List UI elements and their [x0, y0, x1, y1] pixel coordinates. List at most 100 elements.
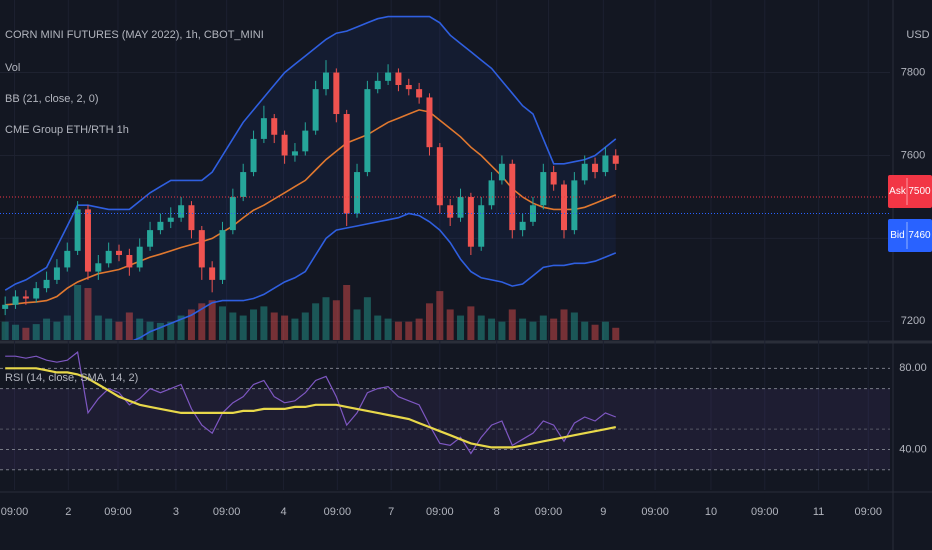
volume-bar — [208, 300, 216, 340]
candle-body — [447, 205, 454, 218]
candle-body — [592, 163, 599, 173]
y-tick-label: 40.00 — [899, 443, 927, 455]
candle-body — [612, 155, 619, 164]
volume-bar — [425, 303, 433, 340]
y-tick-label: 7200 — [901, 315, 925, 327]
candle-body — [374, 80, 381, 90]
x-tick-label: 09:00 — [104, 506, 132, 518]
volume-bar — [146, 321, 154, 340]
candle-body — [581, 163, 588, 181]
candle-body — [467, 196, 474, 247]
rsi-ma-line — [5, 367, 617, 449]
candle-body — [519, 221, 526, 231]
candle-body — [126, 255, 133, 268]
volume-bar — [167, 321, 175, 340]
x-tick-label: 3 — [173, 506, 179, 518]
x-tick-label: 09:00 — [1, 506, 29, 518]
candle-body — [147, 230, 154, 247]
candle-body — [157, 221, 164, 231]
x-tick-label: 8 — [494, 506, 500, 518]
candle-body — [602, 155, 609, 173]
volume-bar — [612, 327, 620, 340]
volume-bar — [332, 300, 340, 340]
chart-title: CORN MINI FUTURES (MAY 2022), 1h, CBOT_M… — [5, 29, 264, 41]
volume-bar — [53, 321, 61, 340]
candle-body — [405, 85, 412, 90]
volume-bar — [374, 315, 382, 340]
y-tick-label: 80.00 — [899, 362, 927, 374]
quote-price: 7460 — [908, 230, 931, 241]
candle-body — [457, 196, 464, 218]
volume-bar — [281, 315, 289, 340]
candle-body — [136, 246, 143, 268]
volume-bar — [353, 309, 361, 340]
candle-body — [302, 130, 309, 152]
candle-body — [22, 296, 29, 299]
volume-bar — [43, 318, 51, 340]
rsi-title: RSI (14, close, SMA, 14, 2) — [5, 372, 138, 384]
indicator-label: BB (21, close, 2, 0) — [5, 93, 99, 105]
volume-bar — [322, 297, 330, 340]
volume-bar — [301, 312, 309, 340]
x-tick-label: 09:00 — [213, 506, 241, 518]
candle-body — [385, 72, 392, 81]
volume-bar — [591, 324, 599, 340]
volume-bar — [187, 309, 195, 340]
x-tick-label: 4 — [280, 506, 286, 518]
x-tick-label: 09:00 — [751, 506, 779, 518]
volume-bar — [198, 303, 206, 340]
candle-body — [291, 151, 298, 156]
x-tick-label: 09:00 — [855, 506, 883, 518]
volume-bar — [115, 321, 123, 340]
x-tick-label: 9 — [600, 506, 606, 518]
volume-bar — [457, 315, 465, 340]
volume-bar — [446, 309, 454, 340]
candle-body — [529, 205, 536, 222]
candle-body — [43, 279, 50, 289]
quote-label: Ask — [889, 186, 907, 197]
volume-bar — [1, 321, 9, 340]
candle-body — [116, 250, 123, 255]
volume-bar — [477, 315, 485, 340]
volume-bar — [74, 285, 82, 340]
volume-bar — [250, 309, 258, 340]
volume-bar — [94, 315, 102, 340]
candle-body — [33, 288, 40, 299]
volume-bar — [560, 309, 568, 340]
candle-body — [364, 89, 371, 173]
volume-bar — [343, 285, 351, 340]
volume-bar — [394, 321, 402, 340]
volume-bar — [363, 297, 371, 340]
x-tick-label: 7 — [388, 506, 394, 518]
candle-body — [312, 89, 319, 131]
volume-bar — [291, 318, 299, 340]
candle-body — [229, 196, 236, 231]
volume-bar — [239, 315, 247, 340]
volume-bar — [488, 318, 496, 340]
x-tick-label: 09:00 — [535, 506, 563, 518]
x-tick-label: 11 — [813, 506, 824, 518]
volume-bar — [384, 318, 392, 340]
candle-body — [436, 147, 443, 206]
x-tick-label: 09:00 — [641, 506, 669, 518]
volume-bar — [229, 312, 237, 340]
candle-body — [343, 114, 350, 214]
indicator-label: CME Group ETH/RTH 1h — [5, 124, 129, 136]
volume-bar — [156, 322, 164, 340]
quote-label: Bid — [890, 230, 904, 241]
candle-body — [95, 263, 102, 272]
bb-lower-line — [132, 212, 617, 340]
volume-bar — [405, 321, 413, 340]
candle-body — [416, 89, 423, 98]
volume-bar — [22, 327, 30, 340]
candle-body — [540, 172, 547, 206]
volume-bar — [539, 315, 547, 340]
candle-body — [488, 180, 495, 206]
x-tick-label: 09:00 — [426, 506, 454, 518]
volume-bar — [570, 312, 578, 340]
candle-body — [498, 163, 505, 181]
candle-body — [250, 138, 257, 173]
bb-upper-line — [4, 15, 617, 291]
candle-body — [2, 304, 9, 309]
